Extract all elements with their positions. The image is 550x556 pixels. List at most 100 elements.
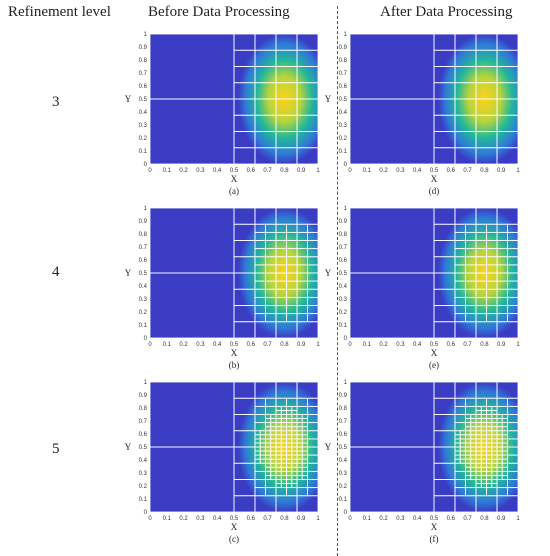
x-tick-label: 0.4 [213, 516, 222, 522]
grid-cell [496, 321, 519, 339]
x-tick-label: 0.4 [413, 342, 422, 348]
panel-f: 0 0 0.1 0.1 0.2 0.2 0.3 0.3 0.4 0.4 0.5 0.5 0.6 0.6 0.… [320, 376, 521, 548]
x-tick-label: 0.5 [230, 168, 239, 174]
panel-c: 0 0 0.1 0.1 0.2 0.2 0.3 0.3 0.4 0.4 0.5 0.5 0.6 0.6 0.… [120, 376, 321, 548]
y-tick-label: 0.1 [339, 323, 348, 329]
x-axis-label: X [431, 174, 438, 184]
y-tick-label: 0.7 [339, 419, 348, 425]
y-axis-label: Y [325, 268, 332, 278]
x-tick-label: 0 [148, 342, 152, 348]
x-tick-label: 0.7 [263, 168, 272, 174]
panel-caption: (a) [229, 186, 239, 196]
x-tick-label: 0.2 [179, 342, 188, 348]
y-tick-label: 0.7 [139, 71, 148, 77]
y-tick-label: 0 [144, 162, 148, 168]
x-tick-label: 0.3 [396, 168, 405, 174]
y-tick-label: 0.9 [139, 393, 148, 399]
x-tick-label: 0.5 [230, 516, 239, 522]
column-divider [337, 6, 338, 556]
y-tick-label: 0.1 [339, 149, 348, 155]
refinement-grid [149, 381, 319, 513]
y-tick-label: 0.7 [339, 245, 348, 251]
y-tick-label: 0.5 [339, 97, 348, 103]
x-axis-label: X [231, 174, 238, 184]
y-tick-label: 0.5 [339, 271, 348, 277]
y-tick-label: 0.3 [139, 123, 148, 129]
x-tick-label: 0.8 [280, 168, 289, 174]
y-tick-label: 0.3 [139, 297, 148, 303]
x-tick-label: 0.8 [480, 168, 489, 174]
y-tick-label: 0.2 [139, 484, 148, 490]
y-tick-label: 1 [344, 32, 348, 38]
x-tick-label: 1 [516, 516, 520, 522]
x-tick-label: 0.5 [430, 342, 439, 348]
x-tick-label: 0.2 [179, 168, 188, 174]
x-tick-label: 0.8 [480, 342, 489, 348]
y-tick-label: 0.8 [139, 406, 148, 412]
y-tick-label: 0.4 [139, 458, 148, 464]
y-tick-label: 0.1 [139, 149, 148, 155]
x-tick-label: 0.7 [263, 516, 272, 522]
y-tick-label: 0.1 [139, 497, 148, 503]
y-tick-label: 0.2 [339, 310, 348, 316]
x-tick-label: 0.6 [247, 168, 256, 174]
y-tick-label: 0 [344, 162, 348, 168]
heatmap-plot: 00 0.1 0.1 0.2 0.2 0.3 0.3 0.4 0.4 0.5 0.5 0.6 0.6 0.… [325, 380, 521, 544]
x-tick-label: 0.9 [497, 342, 506, 348]
x-tick-label: 0.5 [430, 168, 439, 174]
x-tick-label: 1 [516, 342, 520, 348]
header-after-processing: After Data Processing [380, 4, 513, 20]
y-tick-label: 0.6 [339, 84, 348, 90]
x-tick-label: 0.9 [297, 516, 306, 522]
y-tick-label: 1 [144, 32, 148, 38]
y-tick-label: 0 [144, 510, 148, 516]
y-tick-label: 0.8 [339, 58, 348, 64]
panel-caption: (e) [429, 360, 439, 370]
y-tick-label: 1 [144, 206, 148, 212]
x-tick-label: 0.6 [447, 342, 456, 348]
refinement-grid [149, 207, 319, 339]
x-tick-label: 0.7 [263, 342, 272, 348]
x-tick-label: 1 [516, 168, 520, 174]
x-tick-label: 0.3 [196, 516, 205, 522]
x-tick-label: 0.9 [297, 168, 306, 174]
x-tick-label: 1 [316, 516, 320, 522]
x-tick-label: 0 [348, 516, 352, 522]
y-tick-label: 0.7 [139, 419, 148, 425]
y-tick-label: 0.6 [339, 258, 348, 264]
y-tick-label: 0.3 [339, 471, 348, 477]
panel-d: 0 0 0.1 0.1 0.2 0.2 0.3 0.3 0.4 0.4 0.5 0.5 0.6 0.6 0.… [320, 28, 521, 200]
x-tick-label: 0.3 [396, 516, 405, 522]
x-tick-label: 0.8 [480, 516, 489, 522]
y-tick-label: 0.5 [339, 445, 348, 451]
panel-b: 0 0 0.1 0.1 0.2 0.2 0.3 0.3 0.4 0.4 0.5 0.5 0.6 0.6 0.… [120, 202, 321, 374]
y-tick-label: 0.9 [139, 45, 148, 51]
y-tick-label: 0.5 [139, 271, 148, 277]
y-tick-label: 0.2 [139, 136, 148, 142]
y-tick-label: 1 [344, 380, 348, 386]
panel-caption: (d) [429, 186, 440, 196]
grid-cell [296, 147, 319, 165]
y-tick-label: 0.8 [139, 232, 148, 238]
x-tick-label: 0.1 [363, 168, 372, 174]
grid-cell [496, 147, 519, 165]
x-tick-label: 0 [348, 342, 352, 348]
x-tick-label: 0.4 [213, 168, 222, 174]
header-before-processing: Before Data Processing [148, 4, 290, 20]
y-tick-label: 0.2 [139, 310, 148, 316]
heatmap-plot: 00 0.1 0.1 0.2 0.2 0.3 0.3 0.4 0.4 0.5 0.5 0.6 0.6 0.… [125, 380, 321, 544]
y-tick-label: 1 [344, 206, 348, 212]
heatmap-plot: 00 0.1 0.1 0.2 0.2 0.3 0.3 0.4 0.4 0.5 0.5 0.6 0.6 0.… [125, 32, 321, 196]
x-tick-label: 1 [316, 342, 320, 348]
panel-e: 0 0 0.1 0.1 0.2 0.2 0.3 0.3 0.4 0.4 0.5 0.5 0.6 0.6 0.… [320, 202, 521, 374]
x-axis-label: X [231, 522, 238, 532]
x-tick-label: 0.9 [497, 168, 506, 174]
x-tick-label: 0.1 [163, 516, 172, 522]
y-tick-label: 0.5 [139, 445, 148, 451]
panel-caption: (f) [430, 534, 439, 544]
x-tick-label: 0.8 [280, 342, 289, 348]
x-axis-label: X [231, 348, 238, 358]
x-tick-label: 0.2 [179, 516, 188, 522]
x-tick-label: 0.5 [230, 342, 239, 348]
x-tick-label: 0.2 [379, 168, 388, 174]
